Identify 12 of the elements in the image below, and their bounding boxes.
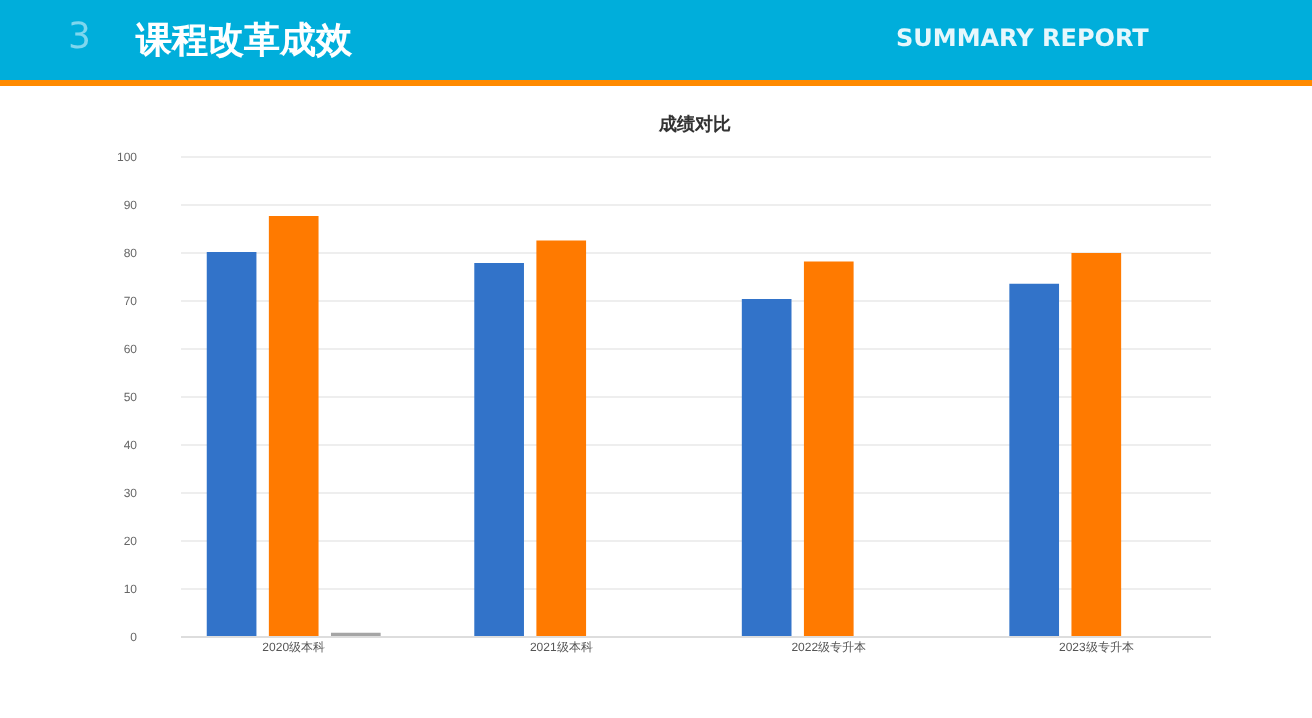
text: 3 xyxy=(68,16,91,58)
bar xyxy=(803,261,854,636)
text: SUMMARY REPORT xyxy=(896,24,1149,52)
bar xyxy=(536,240,587,636)
text: 课程改革成效 xyxy=(136,18,352,64)
chart-title: 成绩对比 xyxy=(657,114,731,136)
bar xyxy=(1071,252,1122,636)
bar xyxy=(1009,283,1060,636)
bar xyxy=(268,216,319,636)
bar xyxy=(206,252,257,636)
bar xyxy=(741,299,792,636)
bar xyxy=(474,263,524,636)
